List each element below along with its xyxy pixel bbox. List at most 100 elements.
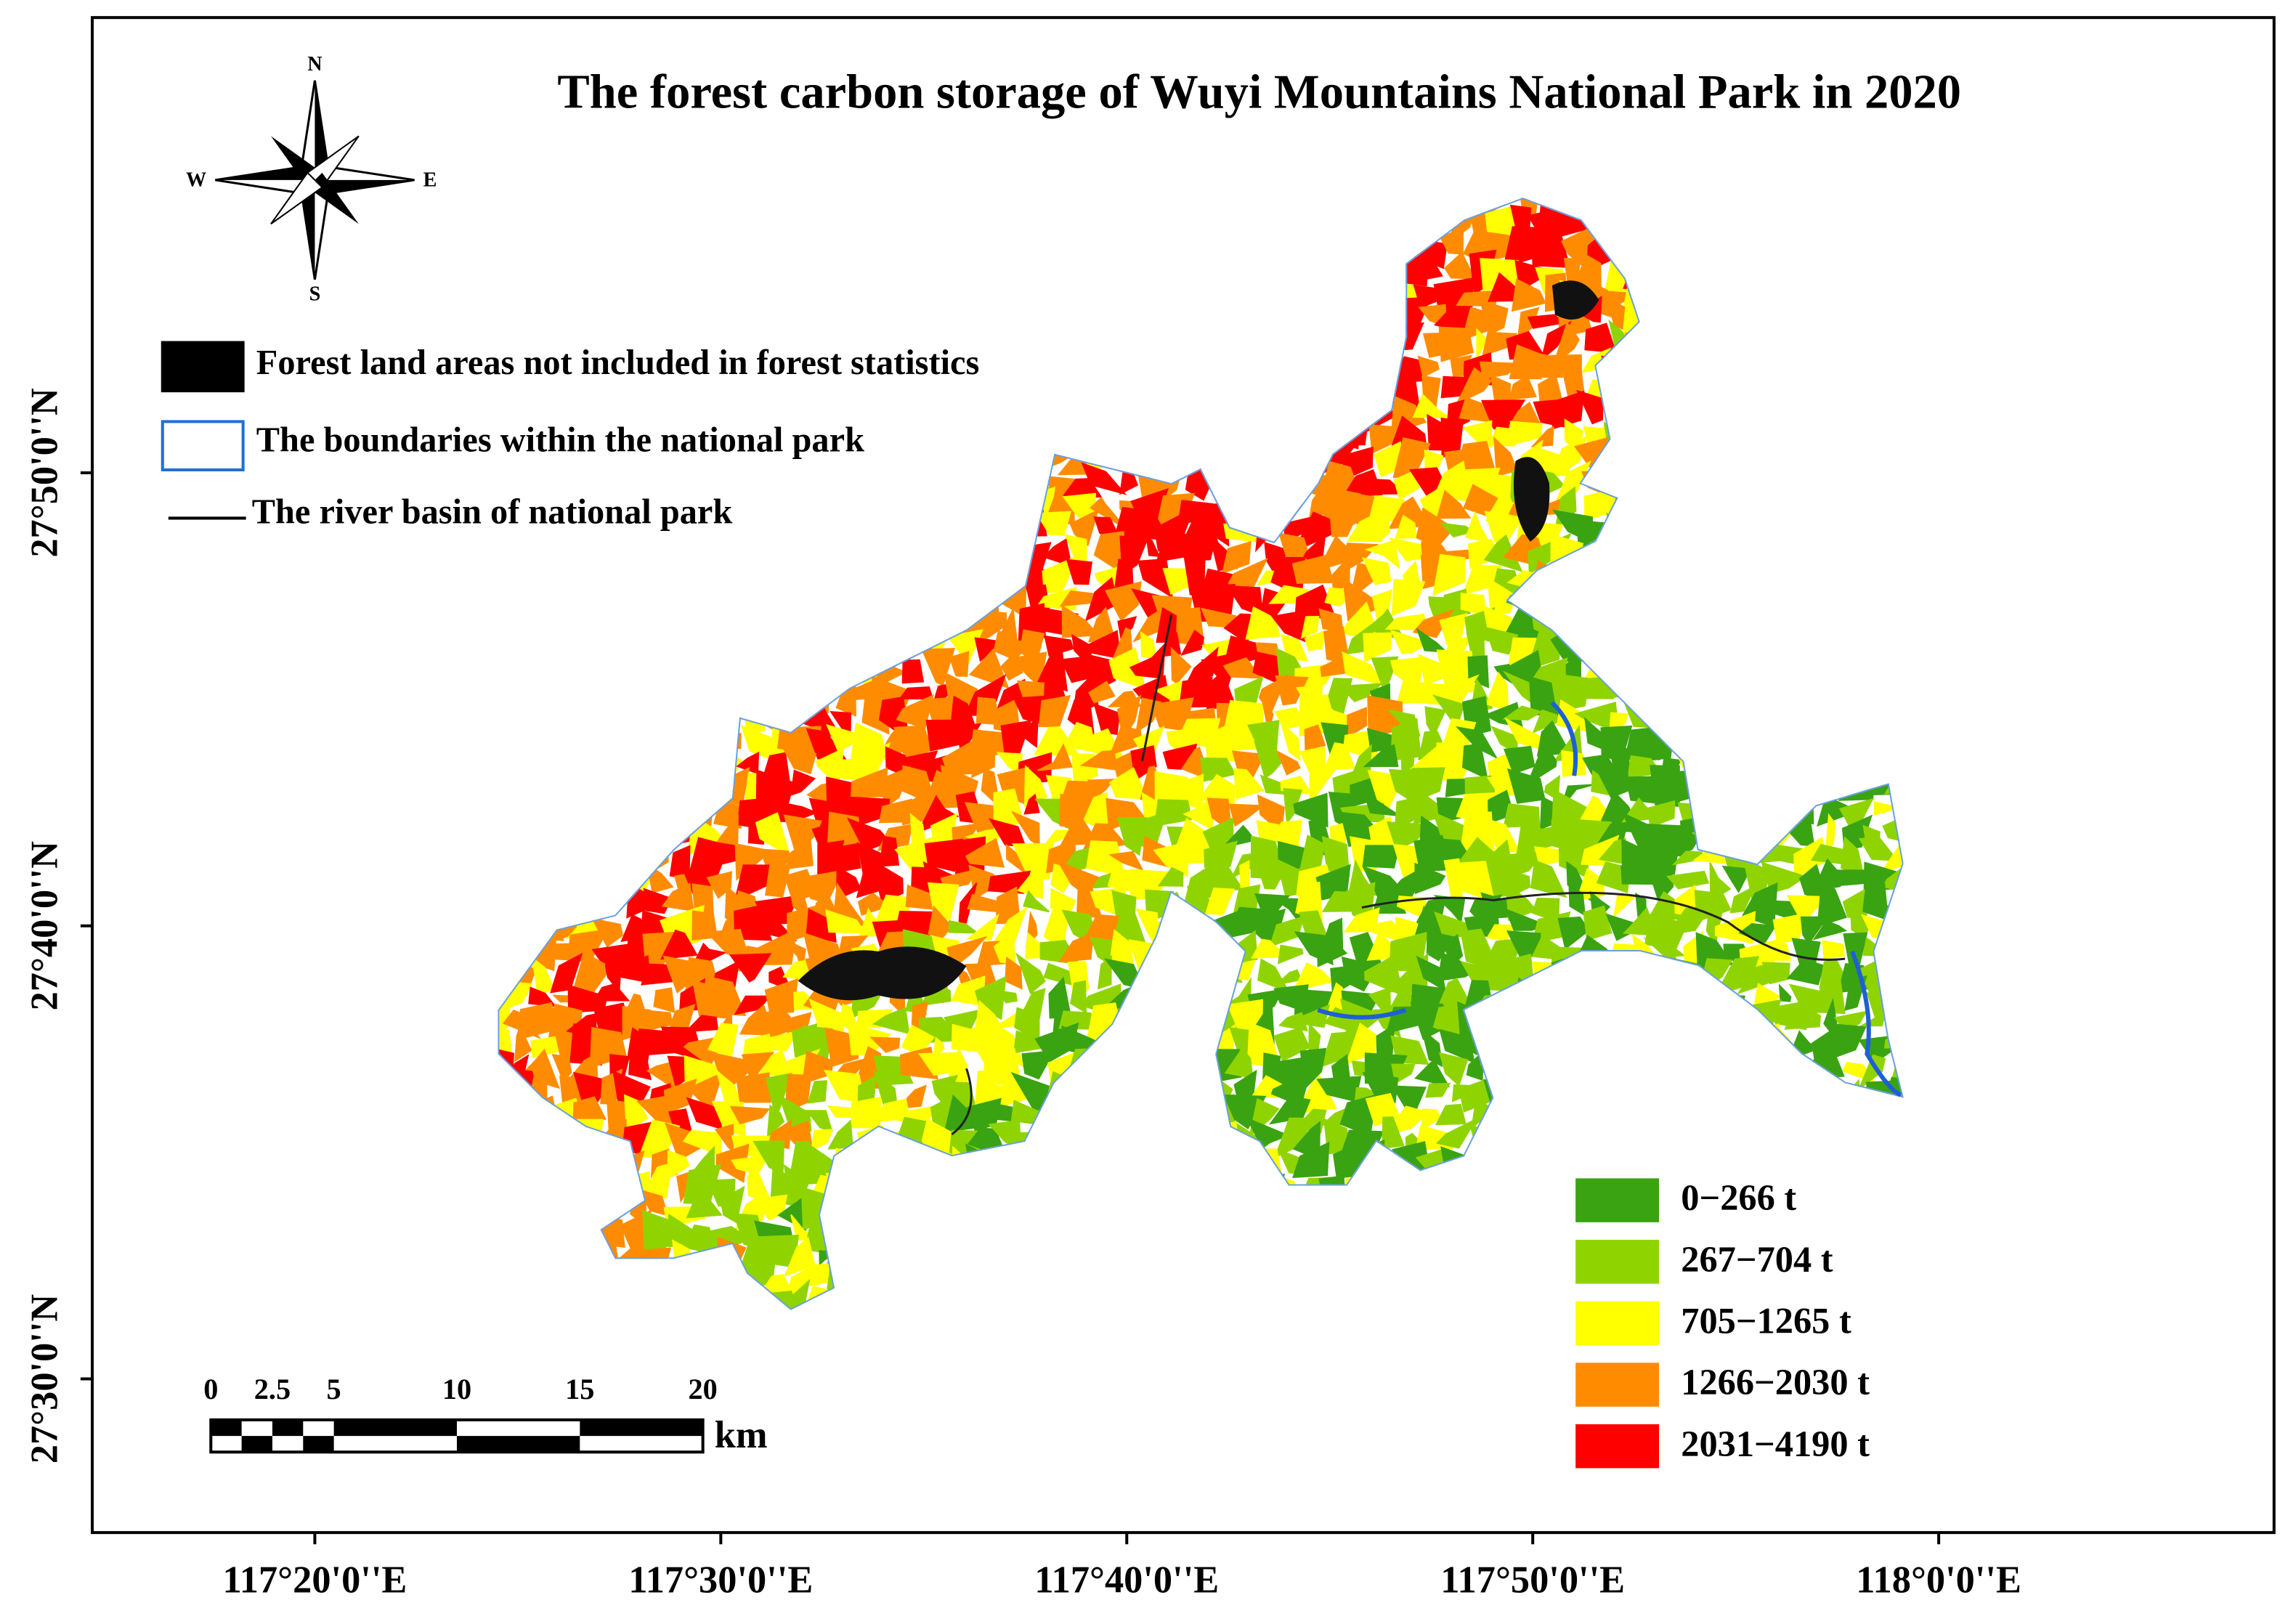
map-patch [1722, 772, 1760, 802]
map-patch [854, 491, 893, 527]
map-patch [916, 297, 957, 340]
map-patch [1502, 705, 1543, 721]
map-patch [521, 1172, 555, 1205]
map-patch [710, 1282, 742, 1310]
map-patch [1878, 1211, 1904, 1247]
map-patch [1857, 1054, 1886, 1091]
map-patch [551, 1171, 590, 1195]
map-patch [530, 1213, 564, 1246]
map-patch [1208, 467, 1239, 495]
map-patch [1727, 370, 1758, 406]
map-patch [1012, 376, 1044, 411]
map-patch [1625, 604, 1654, 646]
map-patch [1412, 1223, 1445, 1251]
map-patch [1011, 1258, 1055, 1293]
map-patch [1299, 343, 1324, 383]
map-patch [693, 262, 715, 288]
legend-label: 1266−2030 t [1681, 1362, 1870, 1402]
map-patch [1012, 329, 1056, 364]
map-patch [1292, 1218, 1322, 1254]
map-patch [966, 913, 999, 941]
map-patch [1784, 614, 1829, 646]
map-patch [1017, 1193, 1043, 1222]
map-patch [1878, 494, 1904, 528]
map-patch [1723, 577, 1745, 609]
map-patch [1905, 799, 1936, 827]
map-patch [874, 1260, 901, 1299]
map-patch [1891, 1308, 1904, 1310]
map-patch [940, 290, 983, 317]
map-patch [1786, 743, 1828, 771]
map-patch [719, 208, 740, 244]
map-patch [1600, 355, 1642, 382]
map-patch [1867, 198, 1896, 223]
map-patch [1235, 1307, 1267, 1310]
map-patch [1647, 863, 1674, 904]
map-patch [1527, 978, 1565, 1002]
map-patch [498, 582, 514, 620]
map-patch [1179, 988, 1221, 1007]
map-patch [1414, 862, 1446, 895]
map-patch [1161, 931, 1198, 965]
map-patch [1711, 373, 1727, 410]
map-patch [498, 704, 516, 731]
map-patch [1361, 557, 1392, 585]
map-patch [592, 1258, 629, 1298]
map-patch [1621, 696, 1655, 728]
map-patch [853, 626, 889, 668]
map-patch [1045, 1094, 1073, 1138]
map-patch [1095, 248, 1117, 282]
map-patch [1196, 439, 1235, 468]
map-patch [1769, 670, 1804, 701]
map-patch [802, 493, 834, 530]
map-patch [874, 443, 901, 473]
map-patch [1597, 1051, 1626, 1081]
map-patch [1718, 296, 1758, 337]
map-patch [1186, 646, 1219, 683]
map-patch [1488, 1199, 1528, 1233]
map-patch [646, 296, 670, 339]
map-patch [1132, 311, 1170, 332]
map-patch [1225, 275, 1267, 310]
map-patch [1716, 1062, 1758, 1081]
map-patch [1387, 1307, 1429, 1310]
map-patch [498, 1235, 532, 1273]
map-patch [1854, 1164, 1884, 1208]
map-patch [1854, 256, 1891, 291]
map-patch [1901, 674, 1904, 712]
map-patch [1516, 1024, 1547, 1062]
map-patch [1767, 1145, 1806, 1183]
map-patch [498, 1307, 506, 1310]
map-patch [1163, 383, 1194, 410]
map-patch [1787, 958, 1825, 986]
map-patch [1910, 902, 1942, 913]
map-patch [920, 557, 953, 588]
map-patch [1365, 1305, 1407, 1310]
map-patch [1209, 375, 1236, 407]
map-patch [498, 744, 501, 781]
map-patch [1112, 420, 1145, 447]
map-patch [1788, 1092, 1831, 1129]
map-patch [1246, 1174, 1285, 1206]
map-patch [944, 198, 977, 220]
map-patch [1416, 1265, 1444, 1297]
map-patch [901, 298, 932, 337]
map-frame [90, 16, 2276, 1535]
map-patch [1530, 859, 1567, 898]
map-patch [1180, 1138, 1210, 1186]
map-patch [1040, 1122, 1081, 1156]
map-patch [531, 277, 562, 314]
map-patch [1106, 797, 1145, 831]
map-patch [1670, 492, 1703, 512]
map-patch [1271, 1239, 1298, 1273]
map-patch [707, 275, 753, 317]
map-patch [1058, 931, 1094, 963]
map-patch [1884, 1095, 1904, 1127]
map-patch [925, 719, 962, 752]
map-patch [1082, 198, 1119, 210]
map-patch [778, 578, 816, 616]
map-patch [638, 207, 676, 235]
map-patch [1560, 1051, 1596, 1080]
map-patch [1809, 308, 1848, 331]
